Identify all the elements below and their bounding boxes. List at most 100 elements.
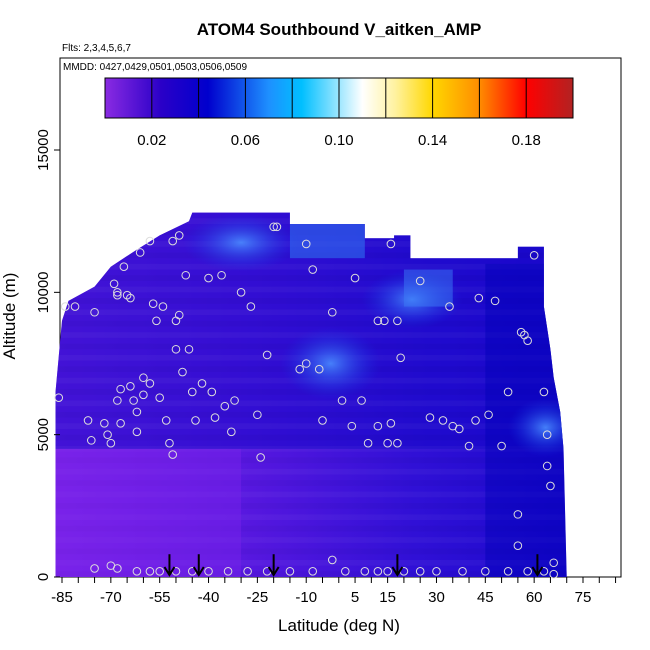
sample-point [523, 567, 532, 576]
heatmap-stripe [52, 218, 570, 224]
y-tick-label: 15000 [35, 129, 52, 171]
sample-point [165, 438, 174, 448]
x-tick-label: 30 [428, 589, 445, 606]
x-tick-label: 75 [575, 589, 592, 606]
sample-point [103, 430, 112, 439]
sample-point [484, 410, 493, 420]
sample-point [327, 307, 337, 317]
sample-point [155, 393, 164, 402]
sample-point [454, 424, 464, 434]
sample-point [542, 461, 552, 471]
heatmap-top-streak [289, 224, 365, 259]
sample-point [373, 567, 383, 576]
sample-point [70, 302, 80, 311]
sample-point [171, 344, 181, 354]
sample-point [116, 384, 125, 394]
sample-point [363, 438, 373, 448]
sample-point [386, 239, 396, 249]
sample-point [337, 396, 347, 405]
sample-point [139, 373, 148, 383]
sample-points [54, 222, 558, 579]
x-tick-label: 60 [526, 589, 543, 606]
x-tick-label: -25 [247, 589, 269, 606]
sample-point [513, 541, 523, 550]
x-tick-label: 15 [379, 589, 396, 606]
sample-point [308, 567, 318, 576]
y-tick-label: 0 [35, 573, 52, 581]
sample-point [116, 418, 125, 428]
colorbar-legend: 0.02 0.06 0.10 0.14 0.18 [104, 77, 574, 149]
heatmap-mid-streak [403, 269, 453, 307]
sample-point [464, 441, 474, 451]
sample-point [161, 416, 171, 425]
sample-point [386, 418, 396, 428]
sample-point [490, 296, 500, 306]
arrow-head [531, 566, 544, 577]
sample-point [350, 273, 360, 283]
sample-point [204, 273, 213, 283]
sample-point [60, 302, 70, 311]
sample-point [132, 427, 142, 437]
sample-point [458, 567, 467, 576]
sample-point [425, 413, 435, 422]
sample-point [132, 407, 142, 417]
sample-point [230, 396, 239, 405]
sample-point [295, 364, 305, 374]
sample-point [139, 390, 148, 400]
heatmap-stripe [52, 207, 570, 213]
sample-point [383, 438, 392, 448]
sample-point [340, 567, 350, 576]
sample-point [253, 410, 262, 420]
sample-point [360, 567, 370, 576]
sample-point [415, 567, 425, 576]
sample-point [227, 427, 236, 437]
sample-point [393, 316, 402, 326]
colorbar-tick-label: 0.02 [137, 132, 166, 149]
sample-point [539, 387, 549, 397]
sample-point [236, 288, 246, 297]
sample-point [178, 367, 187, 377]
sample-point [126, 293, 135, 303]
sample-point [126, 381, 135, 391]
heatmap-lowleft [55, 448, 242, 577]
sample-point [256, 453, 265, 462]
sample-point [549, 558, 558, 568]
sample-point [269, 222, 278, 232]
sample-point [181, 270, 191, 280]
sample-point [396, 353, 405, 363]
sample-point [113, 564, 122, 573]
chart-title: ATOM4 Southbound V_aitken_AMP [197, 20, 482, 39]
sample-point [145, 236, 155, 246]
sample-point [438, 416, 448, 425]
sample-point [393, 438, 402, 448]
arrow-head [391, 566, 404, 577]
sample-point [314, 364, 324, 374]
sample-point [513, 510, 523, 519]
sample-point [383, 567, 392, 576]
colorbar-tick-label: 0.10 [324, 132, 353, 149]
sample-point [54, 393, 64, 402]
x-tick-label: -55 [149, 589, 171, 606]
x-tick-label: 45 [477, 589, 494, 606]
sample-point [497, 441, 506, 451]
sample-point [481, 567, 490, 576]
sample-point [168, 236, 178, 246]
sample-point [207, 387, 217, 397]
x-tick-label: 5 [351, 589, 359, 606]
sample-point [109, 279, 119, 289]
y-tick-label: 10000 [35, 271, 52, 313]
colorbar-tick-label: 0.18 [512, 132, 541, 149]
sample-point [432, 567, 441, 576]
x-tick-label: -85 [51, 589, 73, 606]
colorbar-tick-label: 0.14 [418, 132, 447, 149]
flights-subtitle: Flts: 2,3,4,5,6,7 [62, 43, 131, 54]
sample-point [223, 567, 233, 576]
sample-point [246, 302, 256, 311]
sample-point [135, 248, 145, 257]
y-tick-label: 5000 [35, 418, 52, 451]
sample-point [471, 416, 480, 425]
sample-point [174, 231, 184, 240]
sample-point [474, 293, 484, 303]
sample-point [301, 359, 311, 368]
arrow-head [163, 566, 176, 577]
